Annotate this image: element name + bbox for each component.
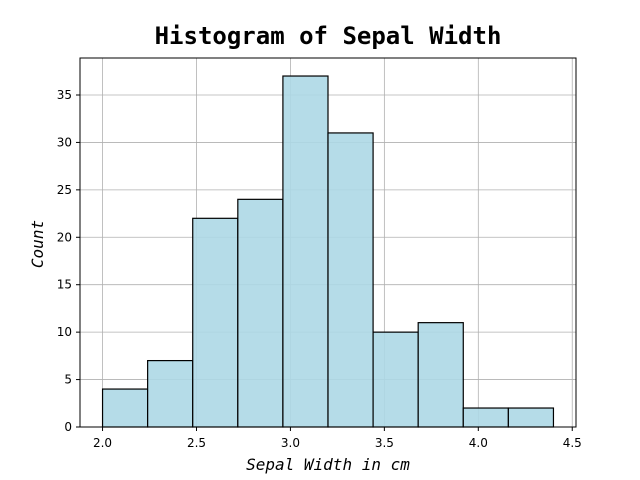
histogram-bar [101,388,149,428]
y-tick-label: 15 [57,278,72,292]
x-axis-label: Sepal Width in cm [246,455,410,474]
x-tick-label: 3.0 [281,436,300,450]
histogram-bar [417,322,464,428]
y-tick-label: 0 [64,420,72,434]
x-axis-ticks: 2.0 2.5 3.0 3.5 4.0 4.5 [93,427,582,450]
histogram-bar [282,75,329,428]
histogram-bar [372,331,419,428]
plot-frame [79,57,577,428]
y-tick-label: 25 [57,183,72,197]
y-tick-label: 10 [57,325,72,339]
x-tick-label: 3.5 [375,436,394,450]
y-axis-label: Count [28,220,47,268]
y-tick-label: 30 [57,135,72,149]
y-tick-label: 35 [57,88,72,102]
bars [101,75,555,428]
y-tick-label: 20 [57,230,72,244]
chart-title: Histogram of Sepal Width [155,22,502,50]
x-tick-label: 4.0 [469,436,488,450]
histogram-bar [462,407,509,428]
histogram-bar [237,198,284,428]
histogram-bar [147,359,194,428]
y-axis-ticks: 0 5 10 15 20 25 30 35 [57,88,80,434]
x-tick-label: 2.5 [187,436,206,450]
y-tick-label: 5 [64,373,72,387]
histogram-bar [192,217,239,428]
histogram-bar [327,132,374,428]
x-tick-label: 4.5 [563,436,582,450]
x-tick-label: 2.0 [93,436,112,450]
histogram-bar [507,407,555,428]
